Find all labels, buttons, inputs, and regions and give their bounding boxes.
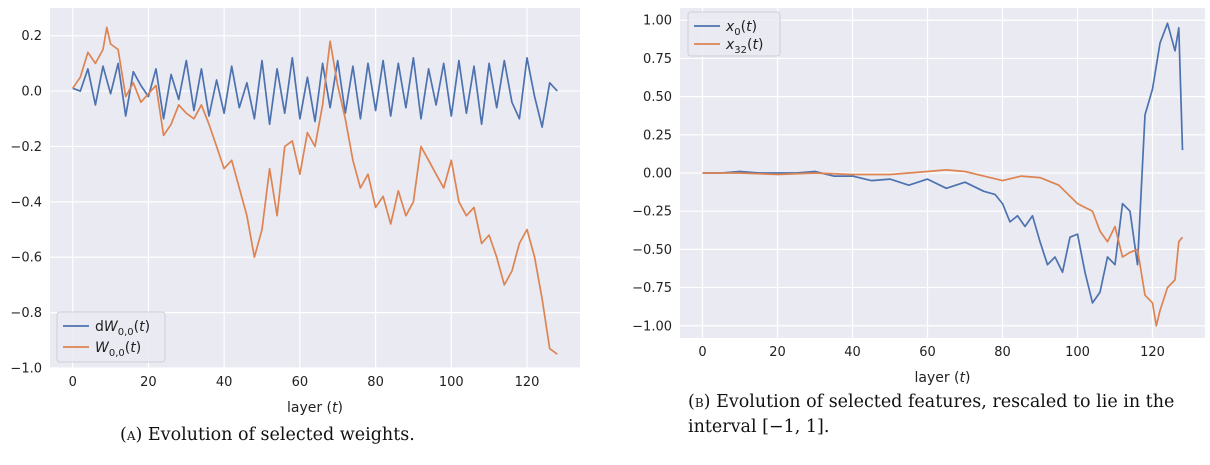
x-tick-label: 40 <box>844 345 861 360</box>
caption-b: (b) Evolution of selected features, resc… <box>688 390 1203 440</box>
x-tick-label: 60 <box>919 345 936 360</box>
legend-label: x32(t) <box>725 37 763 56</box>
series-line-b-1 <box>702 169 1184 327</box>
legend-label: x0(t) <box>725 19 757 38</box>
x-tick-label: 80 <box>367 375 384 390</box>
caption-b-tag: (b) <box>688 392 711 412</box>
y-tick-label: −1.0 <box>10 362 42 377</box>
x-tick-label: 0 <box>69 375 77 390</box>
x-tick-label: 20 <box>769 345 786 360</box>
y-tick-label: 1.00 <box>643 14 672 29</box>
y-tick-label: 0.2 <box>21 29 42 44</box>
figure-b: −1.00 −0.75 −0.50 −0.25 0.00 0.25 0.50 0.75 1.00… <box>605 0 1210 465</box>
x-tick-label: 0 <box>698 345 706 360</box>
y-tick-label: 0.25 <box>643 128 672 143</box>
plot-area-a <box>50 8 580 368</box>
x-axis-label-a: layer (t) <box>287 400 343 416</box>
y-tick-label: 0.75 <box>643 52 672 67</box>
caption-a: (a) Evolution of selected weights. <box>120 425 415 445</box>
series-line-a-1 <box>71 26 558 355</box>
figure-a: −1.0 −0.8 −0.6 −0.4 −0.2 0.0 0.2 0 20 40 60 80 100 12… <box>0 0 600 465</box>
x-tick-label: 100 <box>439 375 464 390</box>
caption-b-text: Evolution of selected features, rescaled… <box>688 392 1175 437</box>
legend-label: dW0,0(t) <box>95 319 150 338</box>
series-line-b-0 <box>702 22 1184 304</box>
x-tick-label: 120 <box>515 375 540 390</box>
y-tick-label: −0.50 <box>632 243 672 258</box>
caption-a-tag: (a) <box>120 425 143 445</box>
y-tick-label: −1.00 <box>632 319 672 334</box>
x-tick-label: 120 <box>1140 345 1165 360</box>
x-tick-label: 100 <box>1065 345 1090 360</box>
series-line-a-0 <box>72 56 558 128</box>
y-tick-label: 0.00 <box>643 167 672 182</box>
legend-a <box>56 311 166 363</box>
y-tick-label: −0.8 <box>10 306 42 321</box>
chart-a: −1.0 −0.8 −0.6 −0.4 −0.2 0.0 0.2 0 20 40 60 80 100 12… <box>10 8 580 416</box>
x-tick-label: 80 <box>994 345 1011 360</box>
y-tick-label: 0.0 <box>21 85 42 100</box>
y-tick-label: −0.6 <box>10 251 42 266</box>
legend-label: W0,0(t) <box>95 340 141 359</box>
x-tick-label: 20 <box>140 375 157 390</box>
legend-b <box>687 11 781 57</box>
caption-a-text: Evolution of selected weights. <box>147 425 415 445</box>
x-axis-label-b: layer (t) <box>914 370 970 386</box>
chart-b: −1.00 −0.75 −0.50 −0.25 0.00 0.25 0.50 0.75 1.00… <box>632 8 1205 386</box>
y-tick-label: −0.75 <box>632 281 672 296</box>
y-tick-label: −0.4 <box>10 195 42 210</box>
y-tick-label: 0.50 <box>643 90 672 105</box>
x-tick-label: 40 <box>216 375 233 390</box>
y-tick-label: −0.2 <box>10 140 42 155</box>
x-tick-label: 60 <box>292 375 309 390</box>
y-tick-label: −0.25 <box>632 205 672 220</box>
